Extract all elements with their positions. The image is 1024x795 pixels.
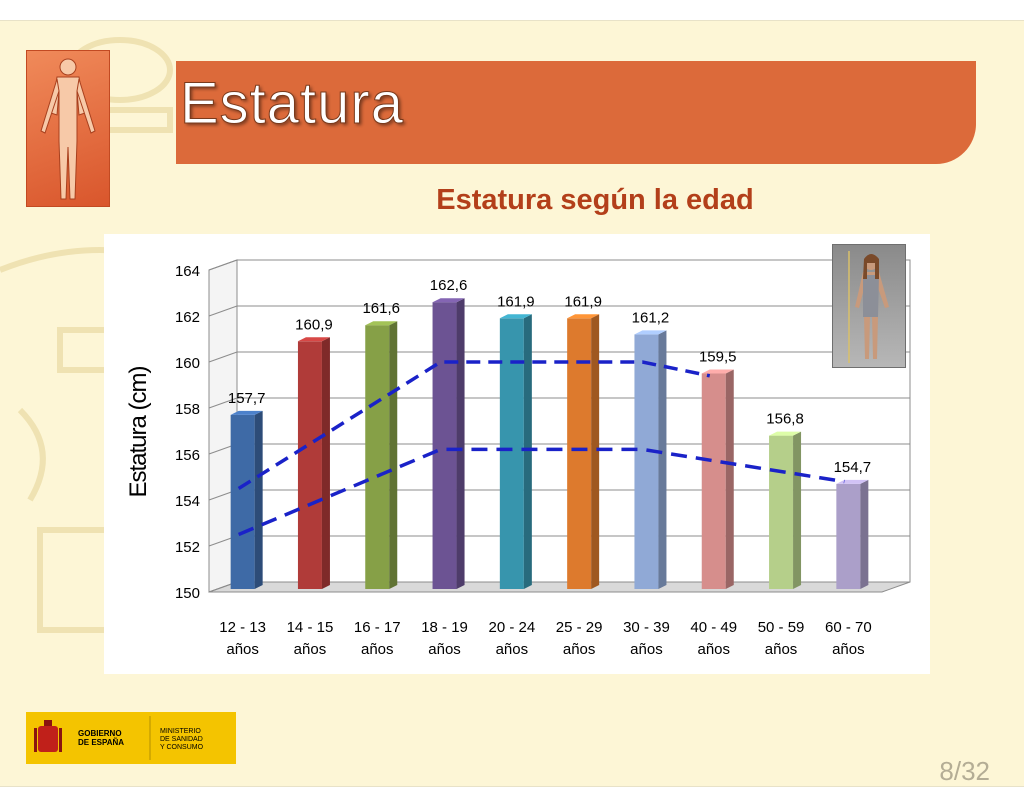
gov-label-line2: DE ESPAÑA	[78, 738, 124, 747]
x-tick-label-unit: años	[697, 641, 730, 658]
x-tick-label: 20 - 24	[488, 619, 535, 636]
x-tick-label-unit: años	[765, 641, 798, 658]
title-banner	[176, 61, 976, 164]
y-tick-label: 162	[175, 309, 200, 326]
gridline-side	[208, 305, 238, 317]
y-tick-label: 154	[175, 493, 200, 510]
woman-figure-thumbnail	[832, 244, 906, 368]
chart-subtitle: Estatura según la edad	[436, 184, 754, 216]
woman-figure-icon	[848, 251, 889, 363]
bar-side	[456, 298, 465, 589]
bar-side	[658, 330, 667, 589]
x-tick-label-unit: años	[496, 641, 529, 658]
bar-top	[297, 337, 330, 342]
x-tick-label-unit: años	[563, 641, 596, 658]
bar-side	[321, 337, 330, 589]
x-tick-label: 14 - 15	[287, 619, 334, 636]
bar-value-label: 161,2	[632, 309, 670, 326]
bar	[432, 302, 457, 589]
bar-value-label: 154,7	[834, 459, 872, 476]
y-tick-label: 156	[175, 447, 200, 464]
gov-label-line1: GOBIERNO	[78, 729, 122, 738]
bar-value-label: 161,9	[564, 293, 602, 310]
body-logo	[26, 50, 110, 207]
bar-top	[634, 330, 667, 335]
ministry-label-line1: MINISTERIO	[160, 728, 201, 735]
overlay-dashed-line	[237, 447, 845, 537]
bar	[499, 318, 524, 589]
bar-value-label: 161,6	[362, 300, 400, 317]
y-axis-label: Estatura (cm)	[125, 366, 152, 497]
coat-of-arms-icon	[34, 720, 62, 752]
ministry-label-line3: Y CONSUMO	[160, 744, 204, 751]
overlay-dashed-line	[237, 360, 711, 490]
x-tick-label: 18 - 19	[421, 619, 468, 636]
bar-top	[432, 298, 465, 303]
human-figure-icon	[40, 58, 96, 200]
page-number: 8/32	[939, 756, 990, 786]
bar-top	[701, 369, 734, 374]
x-tick-label: 12 - 13	[219, 619, 266, 636]
x-tick-label: 16 - 17	[354, 619, 401, 636]
y-tick-label: 152	[175, 539, 200, 556]
x-tick-label-unit: años	[832, 641, 865, 658]
bar-top	[769, 431, 802, 436]
y-tick-label: 158	[175, 401, 200, 418]
bar	[365, 325, 390, 589]
x-tick-label: 60 - 70	[825, 619, 872, 636]
bar-value-label: 162,6	[430, 277, 468, 294]
bar	[567, 318, 592, 589]
x-tick-label-unit: años	[361, 641, 394, 658]
bar-value-label: 157,7	[228, 390, 266, 407]
gridline-side	[208, 351, 238, 363]
bar	[297, 341, 322, 589]
bar-top	[499, 314, 532, 319]
bar-chart: 150 152 154 156 158 160 162 164 157,7 12 - 13 años…	[125, 259, 911, 658]
bar-value-label: 160,9	[295, 316, 333, 333]
x-tick-label-unit: años	[294, 641, 327, 658]
bar-side	[591, 314, 600, 589]
bar	[230, 414, 255, 589]
bar-value-label: 156,8	[766, 411, 804, 428]
x-tick-label: 30 - 39	[623, 619, 670, 636]
bar	[701, 373, 726, 589]
bar-side	[523, 314, 532, 589]
government-logo: GOBIERNO DE ESPAÑA MINISTERIO DE SANIDAD…	[26, 712, 236, 764]
bar-value-label: 159,5	[699, 349, 737, 366]
bar-top	[567, 314, 600, 319]
bar-side	[389, 321, 398, 589]
x-tick-label-unit: años	[226, 641, 259, 658]
bar-top	[365, 321, 398, 326]
slide-title: Estatura	[180, 71, 404, 137]
x-tick-label: 50 - 59	[758, 619, 805, 636]
ministry-label-line2: DE SANIDAD	[160, 736, 203, 743]
gridline-side	[208, 397, 238, 409]
gridline-side	[208, 259, 238, 271]
bar	[836, 483, 861, 589]
y-tick-label: 160	[175, 355, 200, 372]
bar-side	[725, 369, 734, 589]
bar	[769, 435, 794, 589]
bar	[634, 334, 659, 589]
x-tick-label: 40 - 49	[690, 619, 737, 636]
bar-side	[793, 431, 802, 589]
y-tick-label: 150	[175, 585, 200, 602]
bottom-bar	[0, 786, 1024, 795]
bar-side	[254, 410, 263, 589]
bar-side	[860, 479, 869, 589]
x-tick-label-unit: años	[428, 641, 461, 658]
x-tick-label: 25 - 29	[556, 619, 603, 636]
y-tick-label: 164	[175, 263, 200, 280]
bar-top	[230, 410, 263, 415]
top-bar	[0, 0, 1024, 21]
x-tick-label-unit: años	[630, 641, 663, 658]
bar-value-label: 161,9	[497, 293, 535, 310]
